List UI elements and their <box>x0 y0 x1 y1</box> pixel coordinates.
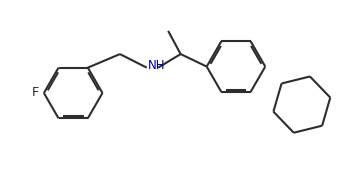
Text: NH: NH <box>148 59 166 72</box>
Text: F: F <box>31 86 39 100</box>
